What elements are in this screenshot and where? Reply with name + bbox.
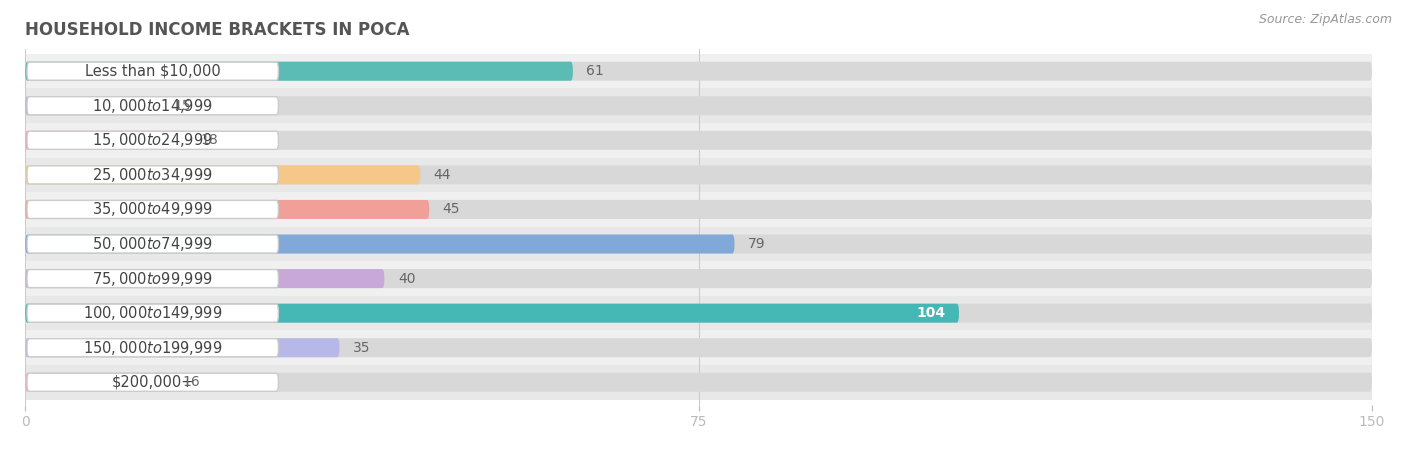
Text: 18: 18 bbox=[200, 133, 218, 147]
FancyBboxPatch shape bbox=[25, 373, 169, 392]
FancyBboxPatch shape bbox=[27, 373, 278, 392]
FancyBboxPatch shape bbox=[25, 54, 1372, 89]
FancyBboxPatch shape bbox=[25, 338, 339, 357]
FancyBboxPatch shape bbox=[25, 166, 1372, 184]
Text: HOUSEHOLD INCOME BRACKETS IN POCA: HOUSEHOLD INCOME BRACKETS IN POCA bbox=[25, 21, 409, 39]
Text: 45: 45 bbox=[443, 202, 460, 216]
Text: $35,000 to $49,999: $35,000 to $49,999 bbox=[93, 200, 214, 218]
FancyBboxPatch shape bbox=[25, 200, 429, 219]
FancyBboxPatch shape bbox=[25, 123, 1372, 158]
FancyBboxPatch shape bbox=[25, 166, 420, 184]
FancyBboxPatch shape bbox=[25, 330, 1372, 365]
Text: $75,000 to $99,999: $75,000 to $99,999 bbox=[93, 270, 214, 288]
FancyBboxPatch shape bbox=[27, 62, 278, 80]
Text: 35: 35 bbox=[353, 341, 370, 355]
FancyBboxPatch shape bbox=[25, 227, 1372, 261]
Text: 16: 16 bbox=[183, 375, 200, 389]
FancyBboxPatch shape bbox=[27, 304, 278, 322]
Text: Less than $10,000: Less than $10,000 bbox=[84, 64, 221, 79]
Text: 40: 40 bbox=[398, 272, 415, 286]
FancyBboxPatch shape bbox=[25, 62, 1372, 81]
Text: Source: ZipAtlas.com: Source: ZipAtlas.com bbox=[1258, 14, 1392, 27]
Text: 104: 104 bbox=[917, 306, 945, 320]
FancyBboxPatch shape bbox=[25, 200, 1372, 219]
Text: $100,000 to $149,999: $100,000 to $149,999 bbox=[83, 304, 222, 322]
FancyBboxPatch shape bbox=[25, 158, 1372, 192]
Text: 79: 79 bbox=[748, 237, 766, 251]
Text: $10,000 to $14,999: $10,000 to $14,999 bbox=[93, 97, 214, 115]
FancyBboxPatch shape bbox=[25, 192, 1372, 227]
Text: $50,000 to $74,999: $50,000 to $74,999 bbox=[93, 235, 214, 253]
FancyBboxPatch shape bbox=[27, 166, 278, 184]
FancyBboxPatch shape bbox=[25, 269, 1372, 288]
Text: 15: 15 bbox=[173, 99, 191, 113]
FancyBboxPatch shape bbox=[25, 62, 572, 81]
Text: $25,000 to $34,999: $25,000 to $34,999 bbox=[93, 166, 214, 184]
FancyBboxPatch shape bbox=[25, 96, 1372, 115]
FancyBboxPatch shape bbox=[27, 97, 278, 115]
FancyBboxPatch shape bbox=[27, 339, 278, 357]
FancyBboxPatch shape bbox=[25, 304, 959, 323]
FancyBboxPatch shape bbox=[25, 373, 1372, 392]
FancyBboxPatch shape bbox=[25, 131, 187, 150]
FancyBboxPatch shape bbox=[25, 304, 1372, 323]
Text: 44: 44 bbox=[433, 168, 451, 182]
FancyBboxPatch shape bbox=[27, 200, 278, 219]
FancyBboxPatch shape bbox=[25, 365, 1372, 400]
FancyBboxPatch shape bbox=[25, 261, 1372, 296]
Text: $15,000 to $24,999: $15,000 to $24,999 bbox=[93, 131, 214, 149]
FancyBboxPatch shape bbox=[27, 235, 278, 253]
FancyBboxPatch shape bbox=[25, 89, 1372, 123]
Text: $150,000 to $199,999: $150,000 to $199,999 bbox=[83, 339, 222, 357]
FancyBboxPatch shape bbox=[25, 234, 1372, 253]
FancyBboxPatch shape bbox=[25, 296, 1372, 330]
FancyBboxPatch shape bbox=[25, 269, 384, 288]
Text: 61: 61 bbox=[586, 64, 605, 78]
FancyBboxPatch shape bbox=[27, 131, 278, 149]
FancyBboxPatch shape bbox=[25, 234, 734, 253]
FancyBboxPatch shape bbox=[25, 96, 160, 115]
FancyBboxPatch shape bbox=[25, 338, 1372, 357]
FancyBboxPatch shape bbox=[27, 270, 278, 288]
Text: $200,000+: $200,000+ bbox=[111, 375, 194, 390]
FancyBboxPatch shape bbox=[25, 131, 1372, 150]
